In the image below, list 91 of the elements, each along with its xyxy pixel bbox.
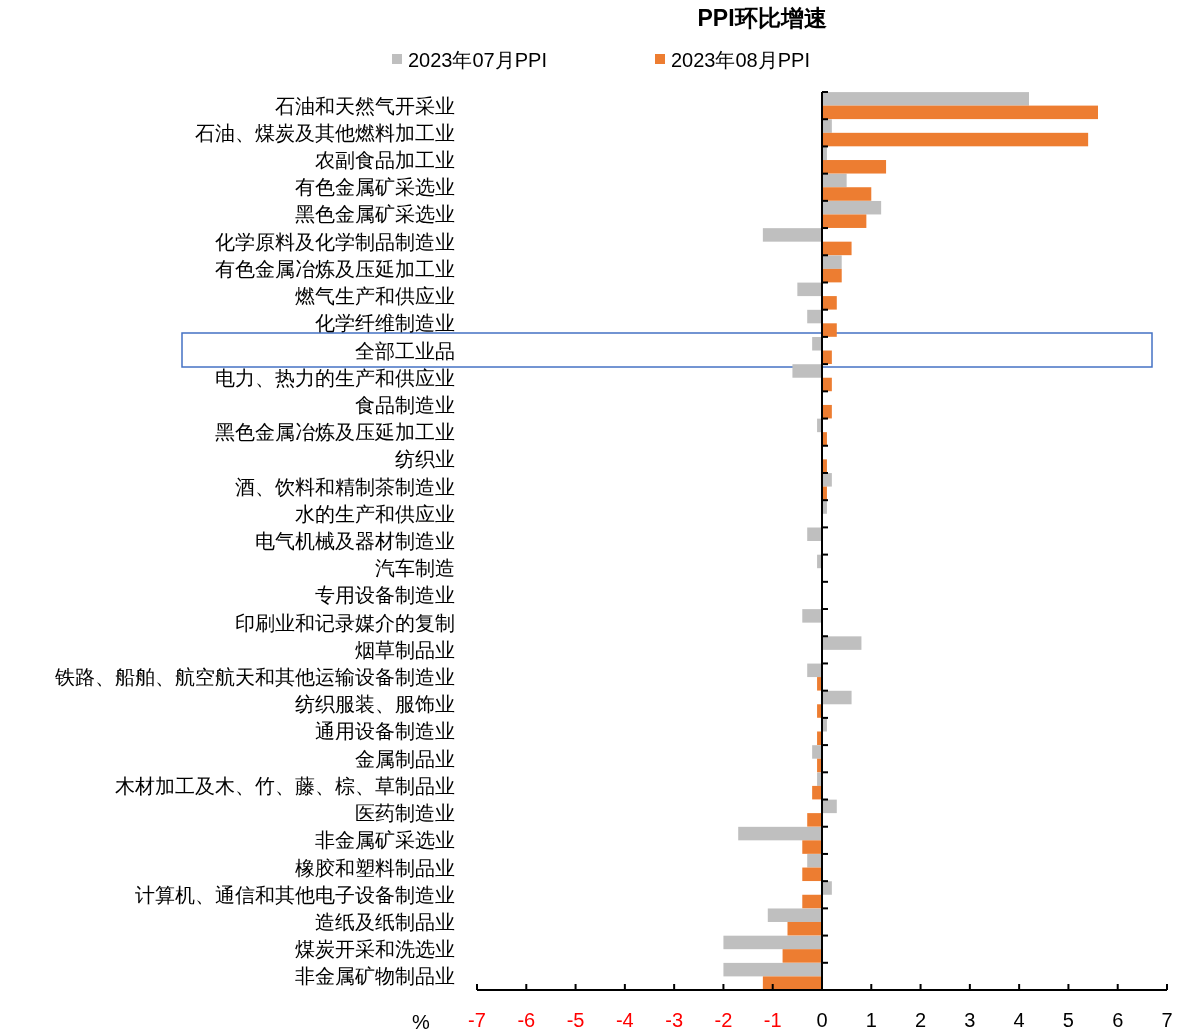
bar <box>822 119 832 133</box>
bar <box>822 323 837 337</box>
bar <box>807 527 822 541</box>
y-tick-label: 煤炭开采和洗选业 <box>295 938 455 961</box>
x-tick-label: 2 <box>915 1009 927 1031</box>
y-tick-label: 水的生产和供应业 <box>295 502 455 525</box>
bar <box>807 663 822 678</box>
y-tick-label: 电力、热力的生产和供应业 <box>215 366 455 389</box>
legend-label: 2023年08月PPI <box>671 49 810 71</box>
y-tick-label: 化学原料及化学制品制造业 <box>215 230 455 253</box>
bar <box>812 337 822 351</box>
x-tick-label: -3 <box>665 1009 684 1031</box>
y-tick-label: 造纸及纸制品业 <box>315 910 455 933</box>
bar <box>807 813 822 827</box>
y-tick-label: 酒、饮料和精制茶制造业 <box>235 475 455 498</box>
x-tick-label: 0 <box>816 1009 828 1031</box>
bar <box>822 92 1029 106</box>
x-tick-label: 3 <box>964 1009 976 1031</box>
x-tick-label: -7 <box>468 1009 486 1031</box>
bar <box>822 187 872 201</box>
y-tick-label: 专用设备制造业 <box>315 584 455 607</box>
y-tick-label: 汽车制造 <box>375 557 455 580</box>
y-tick-label: 印刷业和记录媒介的复制 <box>235 611 455 634</box>
legend-label: 2023年07月PPI <box>408 49 547 71</box>
bar <box>723 962 822 977</box>
bar <box>787 921 822 936</box>
x-tick-label: 6 <box>1112 1009 1124 1031</box>
y-tick-label: 黑色金属矿采选业 <box>295 203 455 226</box>
y-tick-label: 烟草制品业 <box>355 638 455 661</box>
bar <box>822 200 882 215</box>
y-tick-label: 非金属矿物制品业 <box>295 965 455 988</box>
x-tick-label: -4 <box>615 1009 634 1031</box>
bar <box>822 690 852 705</box>
y-tick-label: 医药制造业 <box>355 802 455 825</box>
bar <box>802 609 822 623</box>
y-tick-label: 黑色金属冶炼及压延加工业 <box>215 421 455 444</box>
chart-title: PPI环比增速 <box>697 5 827 31</box>
y-tick-label: 木材加工及木、竹、藤、棕、草制品业 <box>115 774 455 797</box>
bar <box>762 228 822 242</box>
y-tick-label: 通用设备制造业 <box>315 720 455 743</box>
bar <box>822 255 842 269</box>
bar <box>822 636 862 650</box>
bar <box>822 473 832 487</box>
bar <box>822 105 1098 120</box>
bar <box>822 296 837 310</box>
bar <box>767 908 822 922</box>
bar <box>802 840 822 854</box>
y-tick-label: 计算机、通信和其他电子设备制造业 <box>135 883 455 906</box>
y-tick-label: 化学纤维制造业 <box>315 312 455 335</box>
x-axis-title: % <box>412 1011 431 1033</box>
bar <box>762 976 822 990</box>
y-tick-label: 纺织服装、服饰业 <box>295 693 455 716</box>
x-tick-label: -6 <box>517 1009 536 1031</box>
bar <box>802 894 822 909</box>
y-tick-label: 纺织业 <box>395 448 455 471</box>
bar <box>797 282 822 297</box>
y-tick-label: 全部工业品 <box>355 339 455 362</box>
x-tick-label: 7 <box>1161 1009 1173 1031</box>
bar <box>822 881 832 895</box>
y-tick-label: 农副食品加工业 <box>315 149 455 172</box>
y-tick-label: 有色金属矿采选业 <box>295 176 455 199</box>
bar <box>723 935 822 950</box>
bar <box>822 132 1089 147</box>
y-tick-label: 燃气生产和供应业 <box>295 285 455 308</box>
bar <box>807 309 822 324</box>
bar <box>802 867 822 882</box>
y-tick-label: 电气机械及器材制造业 <box>255 530 455 552</box>
y-tick-label: 金属制品业 <box>355 747 455 770</box>
bar <box>822 214 867 228</box>
x-tick-label: -2 <box>714 1009 733 1031</box>
bar <box>807 854 822 868</box>
y-tick-label: 橡胶和塑料制品业 <box>295 856 455 879</box>
x-tick-label: 5 <box>1062 1009 1074 1031</box>
bar <box>822 160 887 174</box>
bar <box>792 364 822 378</box>
x-tick-label: 1 <box>865 1009 877 1031</box>
bar <box>822 268 842 283</box>
x-tick-label: -5 <box>566 1009 585 1031</box>
bar <box>812 745 822 759</box>
y-tick-label: 石油和天然气开采业 <box>275 94 455 117</box>
x-tick-label: 4 <box>1013 1009 1025 1031</box>
y-tick-label: 铁路、船舶、航空航天和其他运输设备制造业 <box>54 666 455 689</box>
y-tick-label: 非金属矿采选业 <box>315 829 455 852</box>
y-tick-label: 有色金属冶炼及压延加工业 <box>215 257 455 280</box>
bar <box>822 173 847 188</box>
y-tick-label: 食品制造业 <box>355 393 455 416</box>
bar <box>738 826 822 841</box>
bar <box>782 949 822 963</box>
y-tick-label: 石油、煤炭及其他燃料加工业 <box>195 121 455 144</box>
x-tick-label: -1 <box>763 1009 782 1031</box>
bar <box>822 241 852 256</box>
